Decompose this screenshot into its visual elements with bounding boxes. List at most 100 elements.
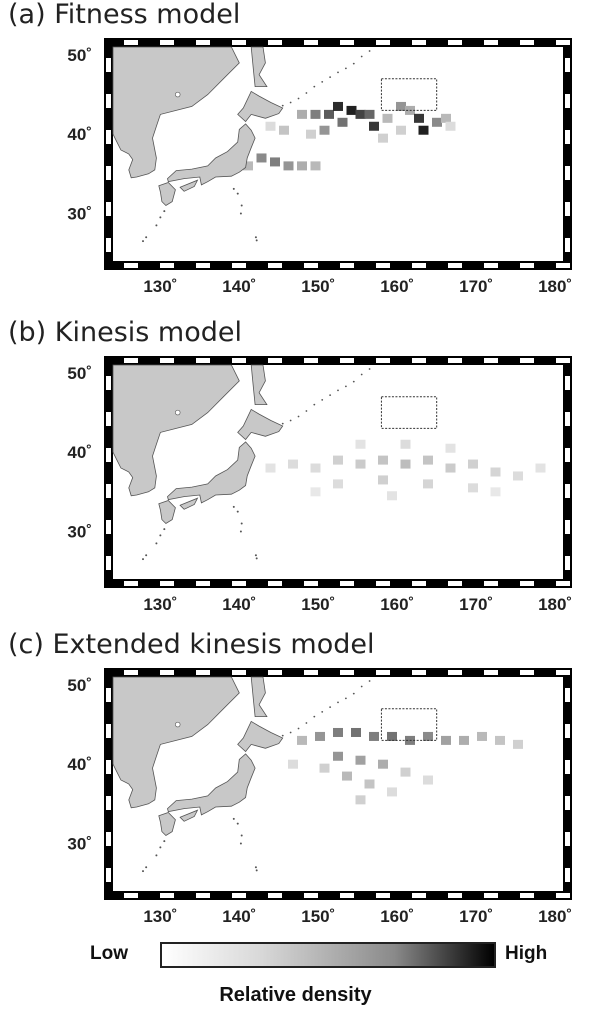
panel-kinesis: (b) Kinesis model 50˚ 40˚ 30˚ 130˚ 140˚ 150˚ 1… xyxy=(0,318,591,618)
island xyxy=(321,398,324,401)
frame-tick xyxy=(106,484,111,498)
frame-tick xyxy=(304,893,318,898)
x-tick-label: 150˚ xyxy=(301,277,335,296)
frame-tick xyxy=(106,556,111,570)
x-tick-label: 150˚ xyxy=(301,595,335,614)
x-tick-label: 130˚ xyxy=(143,907,177,926)
frame-tick xyxy=(106,130,111,144)
frame-tick xyxy=(565,484,570,498)
island xyxy=(232,505,235,508)
island xyxy=(155,224,158,227)
density-cell xyxy=(418,125,429,135)
density-cell xyxy=(414,113,424,123)
island xyxy=(297,97,300,100)
density-cell xyxy=(355,755,366,765)
frame-tick xyxy=(304,358,318,363)
density-cell xyxy=(468,459,478,469)
density-cell xyxy=(387,731,397,741)
x-tick-label: 160˚ xyxy=(380,595,414,614)
frame-tick xyxy=(412,893,426,898)
land-mass xyxy=(250,676,268,717)
density-cell xyxy=(306,129,316,139)
island xyxy=(145,554,148,557)
frame-tick xyxy=(376,581,390,586)
frame-tick xyxy=(565,238,570,252)
density-cell xyxy=(445,121,456,131)
density-cell xyxy=(468,483,478,493)
land-mass xyxy=(167,753,256,816)
frame-tick xyxy=(124,358,138,363)
density-cell xyxy=(423,455,433,465)
lake xyxy=(175,91,181,98)
frame-tick xyxy=(520,581,534,586)
y-tick-label: 40˚ xyxy=(67,755,92,774)
frame-tick xyxy=(106,688,111,702)
map-extended-kinesis: 50˚ 40˚ 30˚ 130˚ 140˚ 150˚ 160˚ 170˚ 180˚ xyxy=(67,668,572,926)
y-tick-label: 50˚ xyxy=(67,676,92,695)
island xyxy=(155,854,158,857)
island xyxy=(142,558,144,561)
density-cell xyxy=(346,105,357,115)
land-mass xyxy=(158,500,176,525)
density-cell xyxy=(400,767,411,777)
density-cell xyxy=(495,735,505,745)
frame-tick xyxy=(376,40,390,45)
island xyxy=(142,240,144,243)
density-cell xyxy=(423,775,433,785)
frame-tick xyxy=(565,202,570,216)
density-cell xyxy=(265,121,276,131)
density-cell xyxy=(342,771,352,781)
frame-tick xyxy=(106,724,111,738)
frame-tick xyxy=(124,581,138,586)
frame-tick xyxy=(565,448,570,462)
density-cell xyxy=(378,759,388,769)
island xyxy=(344,697,347,700)
x-tick-label: 140˚ xyxy=(222,907,256,926)
island xyxy=(337,701,339,704)
density-cell xyxy=(355,795,366,805)
y-tick-label: 30˚ xyxy=(67,834,92,853)
island xyxy=(281,104,284,107)
island xyxy=(232,817,235,820)
frame-tick xyxy=(124,670,138,675)
density-cell xyxy=(513,471,523,481)
frame-tick xyxy=(160,263,174,268)
density-cell xyxy=(396,101,406,111)
frame-tick xyxy=(196,893,210,898)
island xyxy=(163,528,166,531)
density-cell xyxy=(445,463,456,473)
island xyxy=(352,62,355,65)
land-mass xyxy=(167,123,256,186)
frame-tick xyxy=(106,868,111,882)
density-cell xyxy=(315,731,325,741)
density-cell xyxy=(256,153,267,163)
density-cell xyxy=(423,731,433,741)
island xyxy=(329,76,332,79)
y-tick-label: 30˚ xyxy=(67,522,92,541)
frame-tick xyxy=(232,263,246,268)
density-cell xyxy=(297,109,307,119)
density-cell xyxy=(400,439,411,449)
frame-tick xyxy=(106,94,111,108)
island xyxy=(142,870,144,873)
frame-tick xyxy=(565,166,570,180)
frame-tick xyxy=(412,263,426,268)
frame-tick xyxy=(304,40,318,45)
density-cell xyxy=(310,463,321,473)
island xyxy=(321,80,324,83)
frame-tick xyxy=(106,832,111,846)
study-area-box xyxy=(380,708,438,741)
density-cell xyxy=(333,751,343,761)
density-cell xyxy=(441,735,451,745)
density-cell xyxy=(364,109,375,119)
island xyxy=(305,722,308,724)
density-cell xyxy=(333,479,343,489)
island xyxy=(255,869,258,872)
y-tick-label: 40˚ xyxy=(67,125,92,144)
frame-tick xyxy=(340,40,354,45)
density-cell xyxy=(333,727,343,737)
frame-tick xyxy=(565,58,570,72)
density-cell xyxy=(297,161,307,171)
frame-tick xyxy=(565,412,570,426)
frame-tick xyxy=(520,893,534,898)
